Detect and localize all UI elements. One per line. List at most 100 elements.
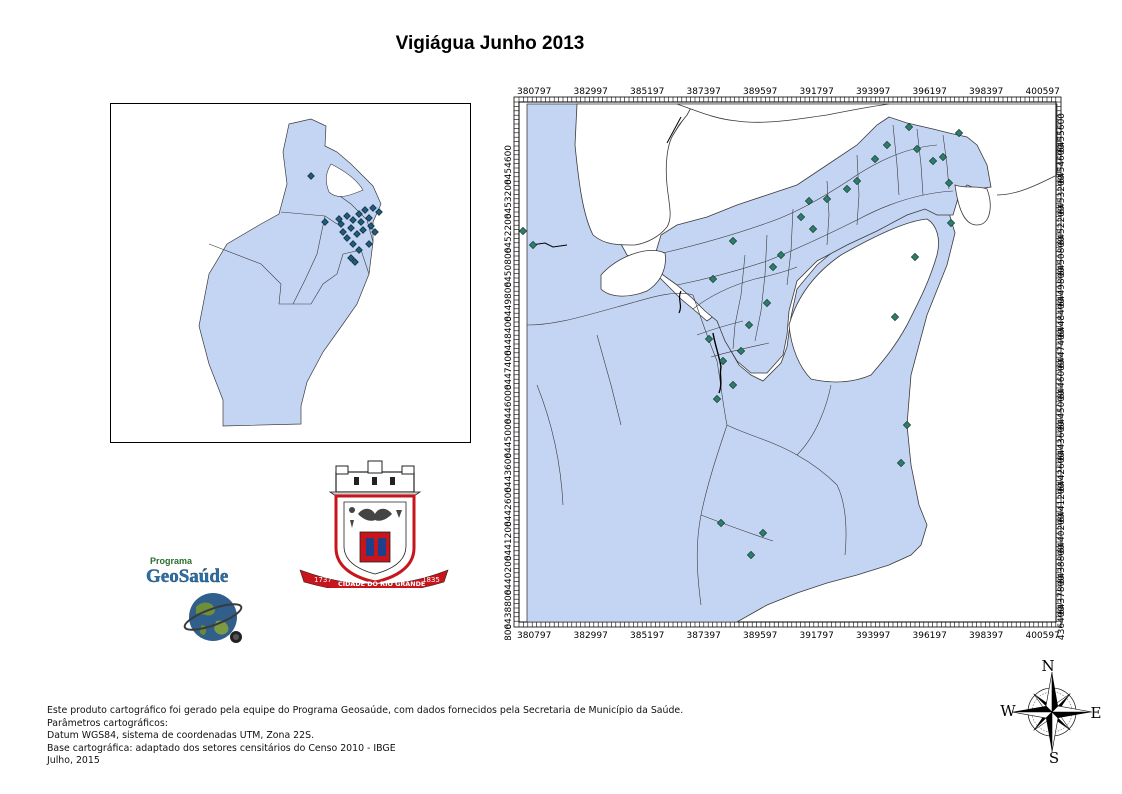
y-tick-label-right: 6445000 — [1057, 390, 1067, 430]
sample-point — [902, 420, 912, 430]
inset-point — [361, 206, 369, 214]
inset-point — [357, 218, 365, 226]
y-tick-label-right: 6440200 — [1057, 513, 1067, 553]
sample-point — [762, 298, 772, 308]
mural-crown-icon — [328, 460, 422, 497]
map-title: Vigiágua Junho 2013 — [395, 33, 585, 54]
inset-point — [339, 228, 347, 236]
y-tick-label-left: 6437800 — [504, 623, 514, 640]
inset-point — [321, 218, 329, 226]
sample-point — [896, 458, 906, 468]
y-tick-label-left: 6450800 — [504, 247, 514, 287]
x-tick-label-top: 389597 — [743, 87, 777, 97]
y-tick-label-left: 6445000 — [504, 418, 514, 458]
inset-point — [347, 224, 355, 232]
inset-point — [353, 230, 361, 238]
sample-point — [890, 312, 900, 322]
x-tick-label-top: 391797 — [800, 87, 834, 97]
shield-icon — [334, 494, 416, 584]
sample-point — [852, 176, 862, 186]
coat-of-arms-icon: 1737 CIDADE DO RIO GRANDE 1835 — [299, 460, 449, 593]
x-tick-label-top: 385197 — [630, 87, 664, 97]
x-tick-label-top: 380797 — [517, 87, 551, 97]
credits-line: Parâmetros cartográficos: — [47, 717, 168, 729]
compass-rose: N S E W — [990, 655, 1110, 767]
x-tick-label-bottom: 385197 — [630, 631, 664, 640]
x-tick-label-bottom: 391797 — [800, 631, 834, 640]
lagoon-water — [574, 103, 694, 246]
x-tick-label-top: 396197 — [913, 87, 947, 97]
globe-icon — [183, 593, 243, 643]
x-tick-label-bottom: 393997 — [856, 631, 890, 640]
x-tick-label-bottom: 398397 — [969, 631, 1003, 640]
ribbon-year-city: 1835 — [422, 576, 440, 584]
ribbon-year-founded: 1737 — [314, 576, 332, 584]
y-tick-label-left: 6443600 — [504, 452, 514, 492]
inset-sample-points — [307, 172, 383, 266]
sample-point — [928, 156, 938, 166]
y-tick-label-right: 6437800 — [1057, 575, 1067, 615]
y-tick-label-right: 6449800 — [1057, 267, 1067, 307]
y-tick-label-right: 6442600 — [1057, 451, 1067, 491]
credits-line: Datum WGS84, sistema de coordenadas UTM,… — [47, 730, 315, 742]
y-tick-label-right: 6448400 — [1057, 297, 1067, 337]
y-tick-label-right: 6443600 — [1057, 421, 1067, 461]
y-tick-label-right: 6453200 — [1057, 174, 1067, 214]
y-tick-label-right: 6438800 — [1057, 544, 1067, 584]
sample-point — [842, 184, 852, 194]
sample-point — [736, 346, 746, 356]
compass-north-label: N — [1041, 657, 1054, 675]
x-tick-label-top: 387397 — [687, 87, 721, 97]
inset-point — [349, 216, 357, 224]
inset-overview-map — [110, 103, 471, 443]
x-tick-label-bottom: 389597 — [743, 631, 777, 640]
y-tick-label-left: 6438800 — [504, 589, 514, 629]
inset-point — [337, 220, 345, 228]
map-neatline — [518, 101, 1057, 623]
sample-point — [758, 528, 768, 538]
y-tick-label-left: 6448400 — [504, 316, 514, 356]
sample-point — [904, 122, 914, 132]
sample-point — [716, 518, 726, 528]
y-tick-label-left: 6452200 — [504, 213, 514, 253]
inset-point — [365, 240, 373, 248]
geosaude-logo: Programa GeoSaúde — [140, 555, 270, 655]
y-tick-label-left: 6454600 — [504, 145, 514, 185]
y-tick-label-right: 6446000 — [1057, 359, 1067, 399]
y-tick-label-left: 6449800 — [504, 281, 514, 321]
credits-line: Julho, 2015 — [47, 755, 100, 767]
sample-point — [746, 550, 756, 560]
inset-point — [365, 214, 373, 222]
sample-point — [808, 224, 818, 234]
x-tick-label-bottom: 400597 — [1026, 631, 1060, 640]
sample-point — [910, 252, 920, 262]
x-tick-label-bottom: 380797 — [517, 631, 551, 640]
inset-point — [355, 246, 363, 254]
sample-point — [946, 218, 956, 228]
y-tick-label-left: 6447400 — [504, 350, 514, 390]
channel-water — [600, 250, 666, 297]
census-tract-boundaries — [526, 124, 954, 606]
inset-point — [371, 228, 379, 236]
ribbon-city-name: CIDADE DO RIO GRANDE — [338, 580, 425, 588]
y-tick-label-right: 6452200 — [1057, 205, 1067, 245]
sample-point — [768, 262, 778, 272]
y-tick-label-right: 6450800 — [1057, 236, 1067, 276]
sample-point — [870, 154, 880, 164]
credits-line: Este produto cartográfico foi gerado pel… — [47, 705, 684, 716]
compass-west-label: W — [1000, 702, 1016, 720]
x-tick-label-top: 400597 — [1026, 87, 1060, 97]
sample-point — [718, 356, 728, 366]
sample-point — [712, 394, 722, 404]
sample-point — [954, 128, 964, 138]
x-tick-label-bottom: 396197 — [913, 631, 947, 640]
sample-point — [822, 194, 832, 204]
geosaude-logo-graphic: Programa GeoSaúde — [146, 556, 243, 643]
north-water — [676, 103, 890, 123]
city-emblem: 1737 CIDADE DO RIO GRANDE 1835 — [298, 458, 450, 593]
x-tick-label-top: 382997 — [574, 87, 608, 97]
inset-point — [375, 208, 383, 216]
y-tick-label-left: 6440200 — [504, 555, 514, 595]
sample-point — [744, 320, 754, 330]
geosaude-program-label: Programa — [150, 556, 193, 566]
